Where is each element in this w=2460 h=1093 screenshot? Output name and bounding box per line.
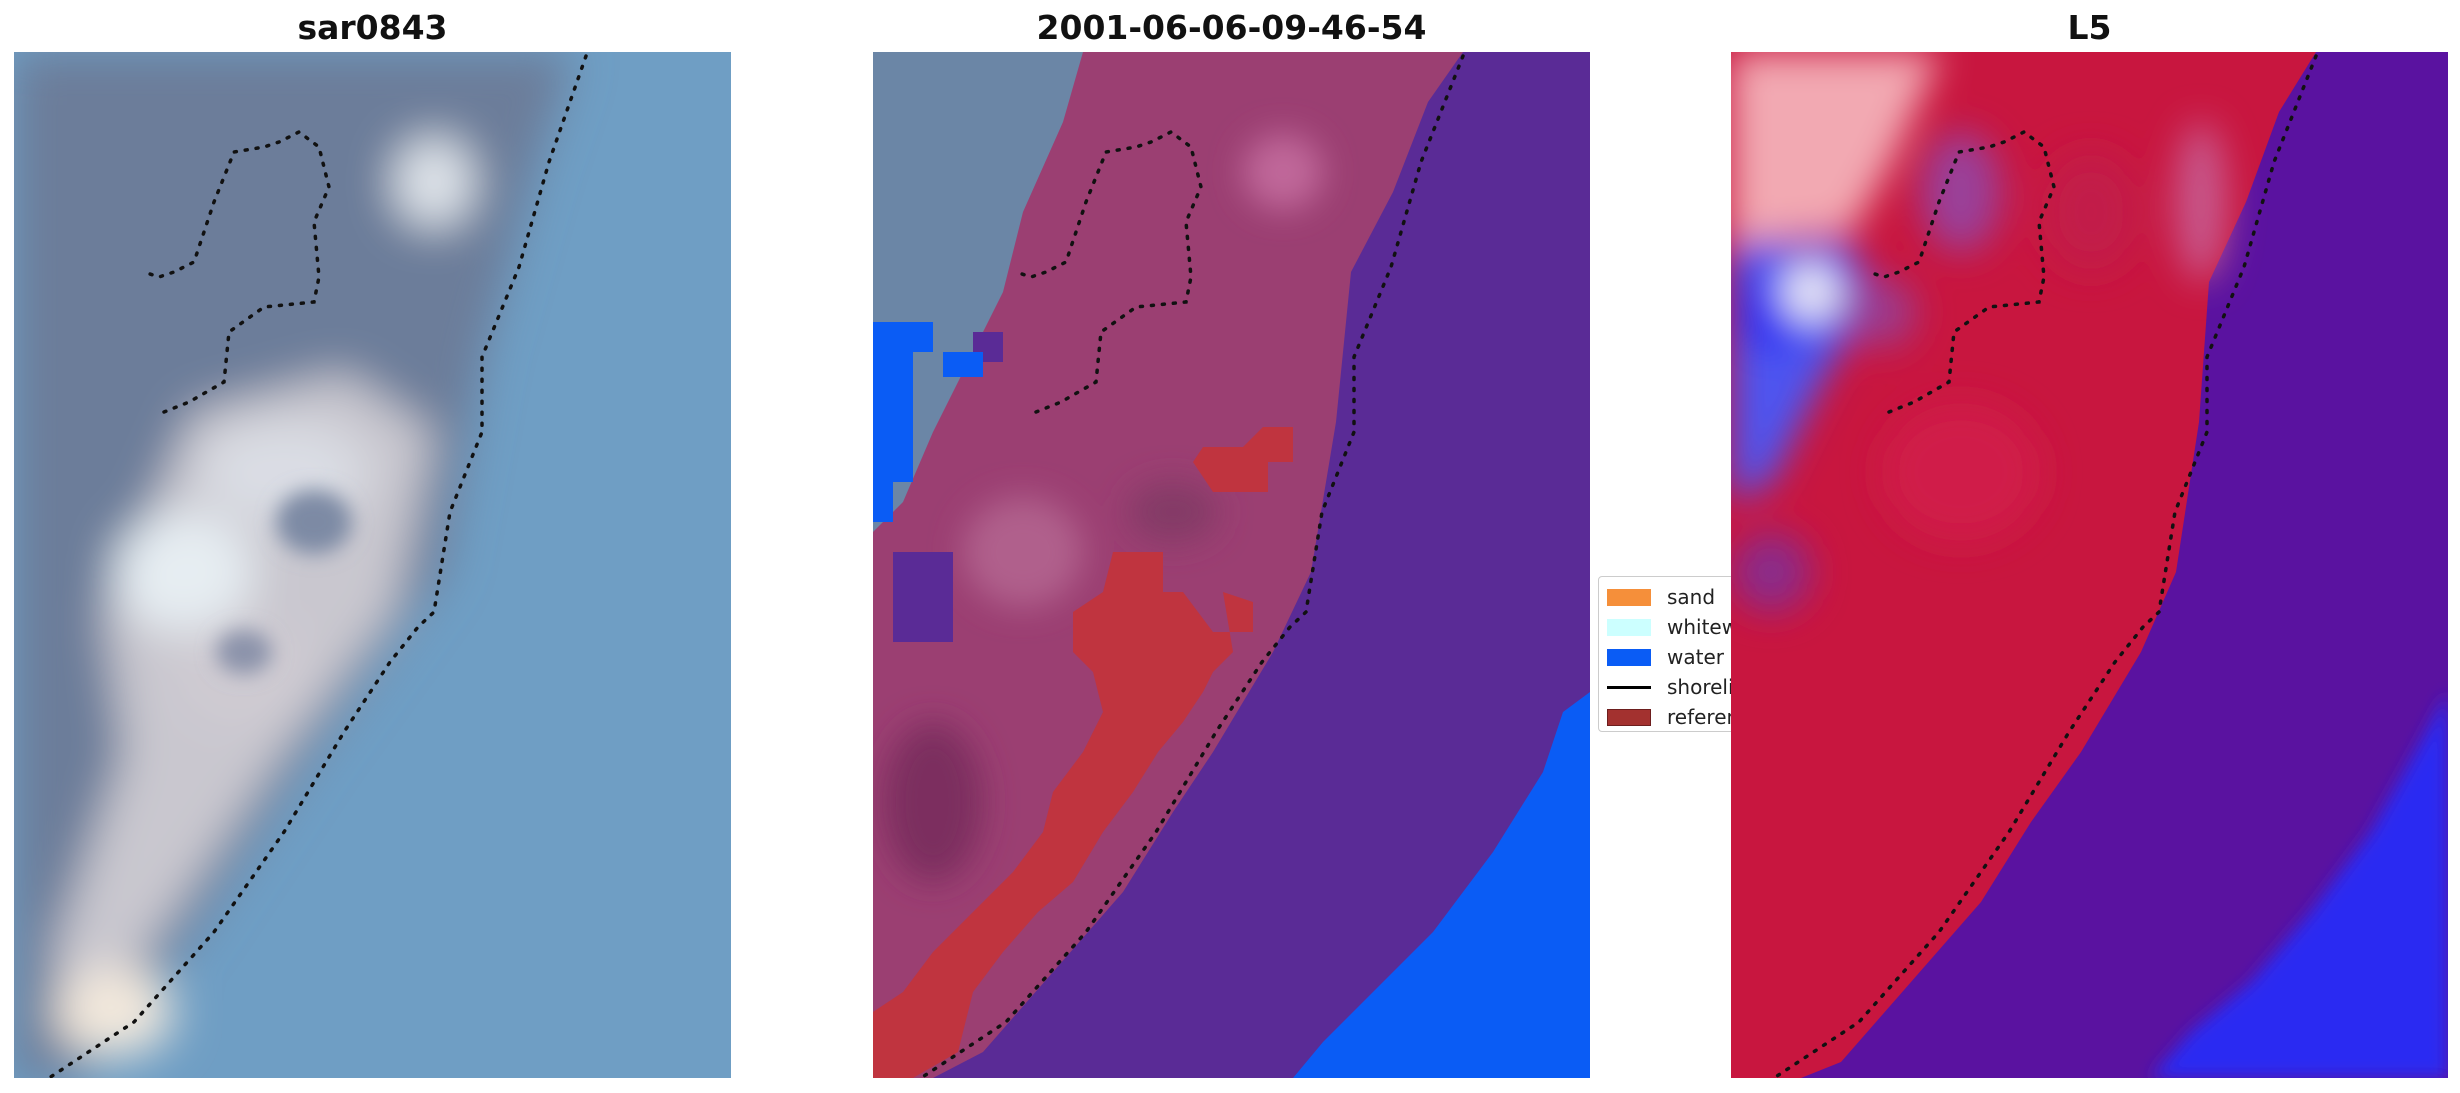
l5-panel [1731,52,2448,1078]
panel-title-classification: 2001-06-06-09-46-54 [1036,8,1427,47]
sand-class-area [873,552,1253,1078]
classification-panel [873,52,1590,1078]
legend-swatch-reference [1607,708,1651,726]
panel-title-sar: sar0843 [297,8,448,47]
sand-patch-upper [1193,427,1293,492]
legend-label-sand: sand [1667,585,1716,609]
classification-map [873,52,1590,1078]
legend-item-sand: sand [1607,585,1715,609]
land-class-area [873,52,1463,1078]
legend-swatch-water [1607,648,1651,666]
unclassified-area [873,52,1083,532]
legend-line-shoreline [1607,685,1651,689]
legend-swatch-whitewater [1607,618,1651,636]
l5-map [1731,52,2448,1078]
reference-dotted [142,129,331,414]
reference-dotted [1014,129,1203,414]
reference-dotted [1867,129,2056,414]
water-class-area [1293,692,1590,1078]
legend-swatch-sand [1607,588,1651,606]
panel-title-l5: L5 [2067,8,2112,47]
legend-item-water: water [1607,645,1724,669]
legend-label-water: water [1667,645,1724,669]
shoreline-dotted [1772,54,2318,1078]
shoreline-dotted [919,54,1465,1078]
sar-image-panel [14,52,731,1078]
sar-image [14,52,731,1078]
